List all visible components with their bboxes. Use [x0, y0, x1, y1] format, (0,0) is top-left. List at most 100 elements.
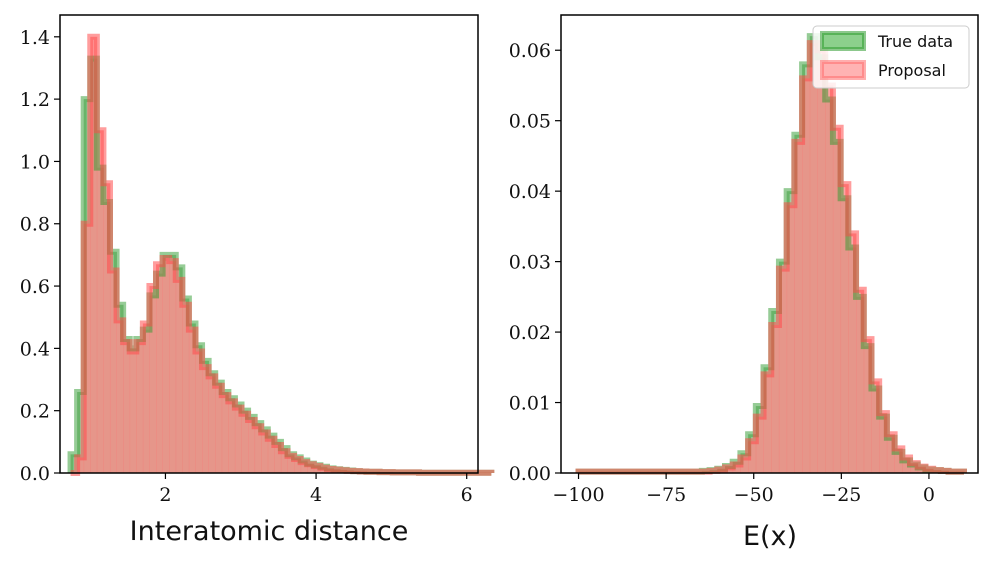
- right-bar-proposal: [832, 127, 842, 473]
- left-bar-proposal: [208, 376, 216, 473]
- left-bar-proposal: [234, 407, 242, 473]
- left-xtick-label: 2: [159, 484, 171, 506]
- left-bar-proposal: [221, 395, 229, 473]
- right-ytick-label: 0.06: [509, 40, 551, 62]
- right-bar-proposal: [840, 184, 849, 473]
- left-bar-proposal: [280, 451, 288, 473]
- left-bar-proposal: [215, 385, 223, 473]
- left-bars-proposal: [77, 36, 492, 474]
- left-bar-true: [77, 391, 85, 473]
- right-bar-proposal: [856, 289, 865, 473]
- right-ytick-label: 0.02: [509, 322, 551, 344]
- left-bar-proposal: [123, 342, 131, 473]
- right-bar-proposal: [863, 339, 872, 473]
- left-bar-proposal: [162, 258, 170, 473]
- left-ytick-label: 0.0: [20, 463, 50, 485]
- left-bar-proposal: [202, 367, 210, 473]
- left-bar-proposal: [175, 279, 183, 473]
- left-bar-proposal: [294, 458, 302, 473]
- left-bar-proposal: [254, 426, 262, 473]
- left-bar-proposal: [90, 36, 98, 474]
- left-ticks: 0.0 0.2 0.4 0.6 0.8 1.0 1.2 1.4 2 4 6: [20, 27, 473, 506]
- left-bar-proposal: [116, 320, 124, 473]
- right-panel: 0.00 0.01 0.02 0.03 0.04 0.05 0.06 −100 −75 −50 −2…: [509, 14, 979, 552]
- left-ytick-label: 1.0: [20, 151, 50, 173]
- left-panel: 0.0 0.2 0.4 0.6 0.8 1.0 1.2 1.4 2 4 6 Interatomic …: [20, 14, 495, 547]
- right-ytick-label: 0.01: [509, 393, 551, 415]
- left-bar-true: [70, 454, 78, 473]
- left-ytick-label: 0.8: [20, 214, 50, 236]
- left-bar-proposal: [313, 466, 321, 473]
- right-ytick-label: 0.00: [509, 463, 551, 485]
- left-bar-proposal: [307, 464, 315, 473]
- right-xtick-label: −75: [646, 484, 686, 506]
- legend-label-true: True data: [877, 32, 953, 51]
- right-bar-proposal: [748, 441, 757, 473]
- right-bar-proposal: [871, 381, 880, 473]
- left-bar-proposal: [109, 270, 117, 473]
- right-ticks: 0.00 0.01 0.02 0.03 0.04 0.05 0.06 −100 −75 −50 −2…: [509, 40, 935, 506]
- left-bar-proposal: [142, 323, 150, 473]
- right-bar-proposal: [771, 325, 780, 473]
- right-bars-proposal: [578, 43, 965, 474]
- right-bar-proposal: [732, 464, 741, 473]
- left-bar-proposal: [287, 455, 295, 473]
- left-bar-proposal: [274, 444, 282, 473]
- right-ytick-label: 0.04: [509, 181, 551, 203]
- legend-label-proposal: Proposal: [878, 61, 946, 80]
- right-axes-frame: [560, 14, 979, 474]
- right-bar-proposal: [778, 268, 788, 473]
- left-ytick-label: 0.6: [20, 276, 50, 298]
- left-bar-proposal: [96, 130, 104, 473]
- right-outline-proposal: [575, 40, 967, 475]
- right-bar-proposal: [886, 434, 895, 473]
- right-bar-proposal: [794, 141, 803, 474]
- left-ytick-label: 0.4: [20, 338, 50, 360]
- left-bar-proposal: [248, 420, 256, 473]
- left-bar-proposal: [77, 457, 85, 473]
- right-bar-proposal: [786, 205, 795, 473]
- right-bar-proposal: [802, 78, 811, 474]
- right-xtick-label: −25: [821, 484, 861, 506]
- left-bar-proposal: [156, 264, 163, 473]
- left-xtick-label: 6: [461, 484, 473, 506]
- right-bar-proposal: [910, 463, 919, 473]
- right-ytick-label: 0.03: [509, 252, 551, 274]
- right-bar-proposal: [809, 43, 818, 473]
- left-ytick-label: 1.2: [20, 89, 50, 111]
- left-bar-proposal: [136, 342, 144, 473]
- right-ytick-label: 0.05: [509, 111, 551, 133]
- right-bar-proposal: [763, 374, 772, 473]
- left-bar-proposal: [261, 432, 269, 473]
- left-bar-proposal: [195, 351, 203, 473]
- left-outline-proposal: [70, 33, 495, 476]
- left-bar-proposal: [149, 286, 157, 473]
- left-ytick-label: 1.4: [20, 27, 50, 49]
- left-axes-frame: [59, 14, 479, 474]
- right-xtick-label: 0: [923, 484, 935, 506]
- right-bar-proposal: [755, 416, 764, 473]
- right-xtick-label: −100: [552, 484, 604, 506]
- left-x-axis-label: Interatomic distance: [130, 516, 409, 547]
- left-bar-proposal: [182, 304, 190, 473]
- left-bar-proposal: [103, 183, 111, 473]
- right-bar-proposal: [825, 85, 834, 473]
- left-bar-proposal: [169, 261, 177, 473]
- legend-swatch-true: [820, 31, 866, 51]
- right-bar-proposal: [848, 233, 857, 473]
- right-bar-proposal: [879, 413, 888, 473]
- left-bar-proposal: [83, 223, 91, 473]
- legend: True data Proposal: [812, 25, 970, 89]
- left-bar-proposal: [188, 329, 196, 473]
- left-bar-proposal: [300, 462, 308, 473]
- left-bar-proposal: [267, 438, 275, 473]
- right-x-axis-label: E(x): [743, 521, 797, 552]
- left-bar-proposal: [241, 413, 249, 473]
- left-bar-proposal: [228, 401, 236, 473]
- left-bar-proposal: [129, 351, 137, 473]
- right-bar-proposal: [817, 50, 826, 473]
- right-bar-proposal: [740, 457, 749, 473]
- right-bar-proposal: [894, 448, 903, 473]
- right-xtick-label: −50: [734, 484, 774, 506]
